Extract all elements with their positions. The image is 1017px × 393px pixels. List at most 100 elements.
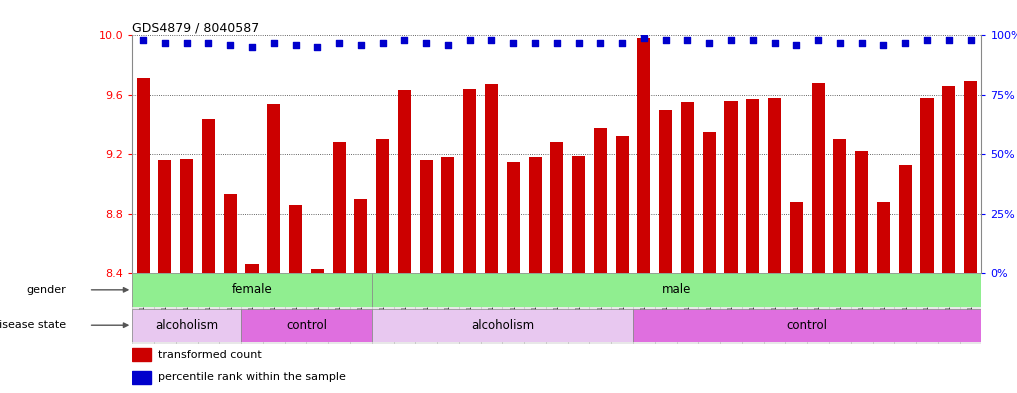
Bar [638, 39, 651, 273]
Text: GSM1085699: GSM1085699 [358, 277, 364, 325]
Point [897, 39, 913, 46]
Bar [746, 99, 760, 273]
Bar [180, 159, 193, 273]
Bar [333, 142, 346, 273]
Bar [942, 86, 955, 273]
Point [374, 39, 391, 46]
Bar [916, 273, 938, 344]
Bar [463, 89, 476, 273]
Bar [655, 273, 676, 344]
Bar [354, 199, 367, 273]
Bar [224, 195, 237, 273]
Bar [741, 273, 764, 344]
Bar [877, 202, 890, 273]
Point [353, 42, 369, 48]
Text: GSM1085682: GSM1085682 [554, 277, 559, 325]
Text: GSM1085690: GSM1085690 [881, 277, 887, 325]
Text: alcoholism: alcoholism [155, 319, 219, 332]
Text: GSM1085701: GSM1085701 [379, 277, 385, 325]
Point [309, 44, 325, 50]
Bar [441, 157, 455, 273]
Bar [241, 309, 372, 342]
Bar [350, 273, 372, 344]
Text: GDS4879 / 8040587: GDS4879 / 8040587 [132, 21, 259, 34]
Point [744, 37, 761, 43]
Text: transformed count: transformed count [158, 350, 261, 360]
Text: control: control [787, 319, 828, 332]
Text: GSM1085685: GSM1085685 [184, 277, 189, 325]
Bar [833, 140, 846, 273]
Bar [306, 273, 328, 344]
Bar [459, 273, 481, 344]
Bar [703, 132, 716, 273]
Bar [611, 273, 633, 344]
Bar [550, 142, 563, 273]
Text: GSM1085697: GSM1085697 [663, 277, 669, 325]
Bar [372, 309, 633, 342]
Point [222, 42, 238, 48]
Point [135, 37, 152, 43]
Text: disease state: disease state [0, 320, 66, 330]
Bar [262, 273, 285, 344]
Bar [241, 273, 262, 344]
Bar [633, 273, 655, 344]
Bar [420, 160, 432, 273]
Text: GSM1085669: GSM1085669 [750, 277, 756, 325]
Bar [372, 273, 394, 344]
Text: GSM1085695: GSM1085695 [227, 277, 233, 325]
Text: GSM1085688: GSM1085688 [858, 277, 864, 325]
Text: GSM1085671: GSM1085671 [467, 277, 473, 325]
Bar [485, 84, 498, 273]
Bar [481, 273, 502, 344]
Bar [132, 348, 151, 361]
Text: GSM1085689: GSM1085689 [205, 277, 212, 325]
Text: gender: gender [26, 285, 66, 295]
Bar [159, 160, 172, 273]
Point [439, 42, 456, 48]
Bar [899, 165, 911, 273]
Text: GSM1085698: GSM1085698 [249, 277, 255, 325]
Bar [855, 151, 869, 273]
Point [592, 39, 608, 46]
Bar [524, 273, 546, 344]
Point [200, 39, 217, 46]
Point [548, 39, 564, 46]
Bar [920, 98, 934, 273]
Point [505, 39, 522, 46]
Text: GSM1085691: GSM1085691 [641, 277, 647, 325]
Bar [132, 273, 154, 344]
Bar [372, 273, 981, 307]
Bar [415, 273, 437, 344]
Text: GSM1085700: GSM1085700 [684, 277, 691, 325]
Point [571, 39, 587, 46]
Bar [394, 273, 415, 344]
Bar [964, 81, 977, 273]
Text: GSM1085681: GSM1085681 [162, 277, 168, 325]
Bar [894, 273, 916, 344]
Point [265, 39, 282, 46]
Bar [812, 83, 825, 273]
Point [941, 37, 957, 43]
Bar [437, 273, 459, 344]
Bar [768, 98, 781, 273]
Text: GSM1085678: GSM1085678 [511, 277, 517, 325]
Point [331, 39, 347, 46]
Bar [546, 273, 567, 344]
Bar [529, 157, 542, 273]
Text: GSM1085677: GSM1085677 [140, 277, 146, 325]
Bar [197, 273, 220, 344]
Bar [676, 273, 699, 344]
Bar [285, 273, 306, 344]
Bar [785, 273, 807, 344]
Point [918, 37, 935, 43]
Text: GSM1085686: GSM1085686 [837, 277, 843, 325]
Bar [851, 273, 873, 344]
Text: GSM1085693: GSM1085693 [924, 277, 930, 325]
Bar [807, 273, 829, 344]
Bar [202, 119, 215, 273]
Bar [724, 101, 737, 273]
Bar [220, 273, 241, 344]
Text: GSM1085696: GSM1085696 [336, 277, 342, 325]
Bar [720, 273, 741, 344]
Text: GSM1085665: GSM1085665 [706, 277, 712, 325]
